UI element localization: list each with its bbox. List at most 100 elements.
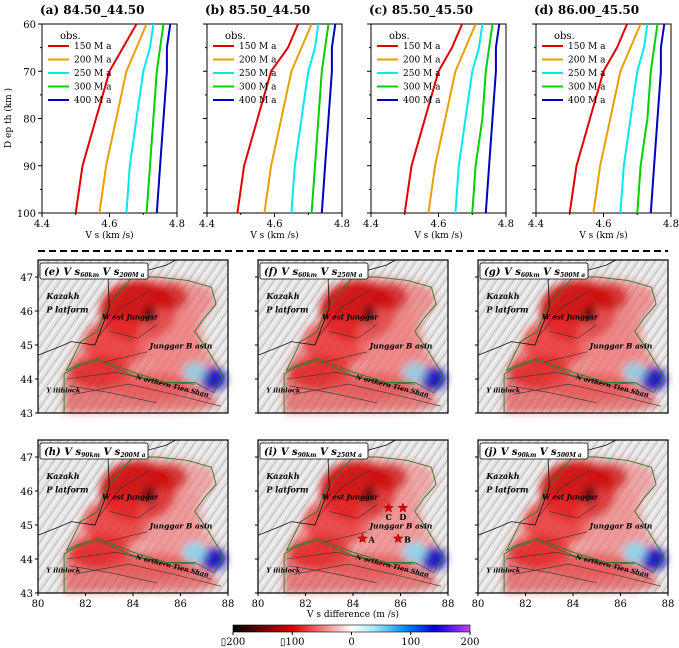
title-box <box>39 262 149 280</box>
x-axis-label: V s (km /s) <box>84 230 133 241</box>
label-junggar-basin: Junggar B asin <box>588 521 653 530</box>
map-title: (f) V s60km V s250M a <box>264 267 363 280</box>
x-tick-label: 4.8 <box>498 219 514 230</box>
fault-line <box>97 290 150 339</box>
series-line-250 <box>290 23 320 214</box>
legend-entry: 200 M a <box>74 56 112 66</box>
anomaly-blob <box>577 484 645 553</box>
fault-line <box>508 565 597 584</box>
title-box <box>259 442 369 460</box>
anomaly-blob <box>109 552 195 580</box>
series-line-400 <box>649 23 666 214</box>
x-tick-label: 4.4 <box>34 219 50 230</box>
title-part: V s <box>281 447 298 458</box>
fault-line <box>109 504 157 519</box>
region-outline <box>65 276 224 394</box>
anomaly-field <box>64 457 227 593</box>
fault-line <box>513 383 661 407</box>
label-yili-block: Y iliblock <box>46 387 81 395</box>
fault-line <box>66 371 212 400</box>
title-subscript: 250M a <box>336 272 362 279</box>
title-subscript: 500M a <box>560 272 585 279</box>
label-kazakh: Kazakh <box>45 291 79 301</box>
map-y-tick-label: 47 <box>20 273 33 284</box>
map-y-tick-label: 46 <box>20 487 33 498</box>
legend-entry: 300 M a <box>239 83 277 93</box>
title-part: V s <box>540 447 557 458</box>
legend-entry: 400 M a <box>239 96 277 106</box>
title-subscript: 60km <box>80 272 99 279</box>
y-tick-label: 60 <box>23 20 36 31</box>
anomaly-blob <box>200 367 227 391</box>
x-tick-label: 4.6 <box>596 219 612 230</box>
label-platform: P latform <box>265 485 308 495</box>
anomaly-blob <box>622 542 647 563</box>
panel-title: (a) 84.50_44.50 <box>40 3 144 18</box>
region-outline <box>285 276 444 394</box>
anomaly-blob <box>363 485 376 503</box>
x-tick-label: 4.4 <box>363 219 379 230</box>
fault-line <box>286 371 432 400</box>
fault-line <box>73 383 221 407</box>
map-x-tick-label: 84 <box>127 599 140 610</box>
x-tick-label: 4.4 <box>528 219 544 230</box>
title-part: V s <box>320 447 337 458</box>
fault-line <box>293 563 441 587</box>
fault-line <box>104 531 148 543</box>
anomaly-blob <box>420 367 447 391</box>
legend-entry: 300 M a <box>568 83 606 93</box>
anomaly-blob <box>402 542 427 563</box>
title-part: V s <box>320 267 337 278</box>
series-line-150 <box>568 23 629 214</box>
y-tick-label: 100 <box>17 209 36 220</box>
map-y-tick-label: 46 <box>20 307 33 318</box>
anomaly-blob <box>83 497 150 546</box>
fault-line <box>288 565 377 584</box>
label-yili-block: Y iliblock <box>486 567 521 575</box>
title-subscript: 60km <box>298 272 317 279</box>
fault-line <box>324 351 368 363</box>
anomaly-field <box>284 457 447 593</box>
fault-line <box>544 351 588 363</box>
label-platform: P latform <box>265 305 308 315</box>
legend-entry: 250 M a <box>239 69 277 79</box>
map-frame <box>257 259 449 414</box>
fault-line <box>537 290 590 339</box>
anomaly-blob <box>182 542 207 563</box>
title-subscript: 200M a <box>118 272 144 279</box>
label-west-junggar: W est Junggar <box>102 493 159 502</box>
map-x-tick-label: 84 <box>567 599 580 610</box>
map-y-tick-label: 44 <box>20 375 33 386</box>
title-subscript: 90km <box>81 452 100 459</box>
colorbar-tick-label: 0 <box>348 637 354 648</box>
axes-frame <box>41 23 178 214</box>
title-part: V s <box>504 267 521 278</box>
x-tick-label: 4.4 <box>199 219 215 230</box>
series-line-150 <box>403 23 464 214</box>
anomaly-blob <box>402 362 427 383</box>
map-panels: (e) V s60km V s200M a Kazakh P latform W es… <box>20 259 674 620</box>
map-y-tick-label: 47 <box>20 453 33 464</box>
fault-line <box>317 290 370 339</box>
x-axis-label: V s (km /s) <box>249 230 298 241</box>
map-title: (e) V s60km V s200M a <box>44 267 145 280</box>
anomaly-blob <box>583 305 596 323</box>
fault-line <box>104 351 148 363</box>
label-west-junggar: W est Junggar <box>102 313 159 322</box>
yili-outline <box>503 359 635 413</box>
map-y-tick-label: 43 <box>20 409 33 420</box>
legend-entry: 400 M a <box>74 96 112 106</box>
region-outline <box>505 456 664 574</box>
map-y-tick-label: 44 <box>20 555 33 566</box>
profile-panel-0: (a) 84.50_44.50 4.4 4.6 4.8 V s (km /s) 60 70 8… <box>3 3 185 241</box>
panel-title: (b) 85.50_44.50 <box>205 3 310 18</box>
panel-title: (d) 86.00_45.50 <box>534 3 639 18</box>
title-subscript: 90km <box>517 452 536 459</box>
map-x-tick-label: 82 <box>299 599 312 610</box>
series-line-400 <box>320 23 337 214</box>
map-y-tick-label: 45 <box>20 521 33 532</box>
fault-line <box>293 383 441 407</box>
title-box <box>259 262 369 280</box>
label-junggar-basin: Junggar B asin <box>588 341 653 350</box>
anomaly-blob <box>577 304 645 373</box>
